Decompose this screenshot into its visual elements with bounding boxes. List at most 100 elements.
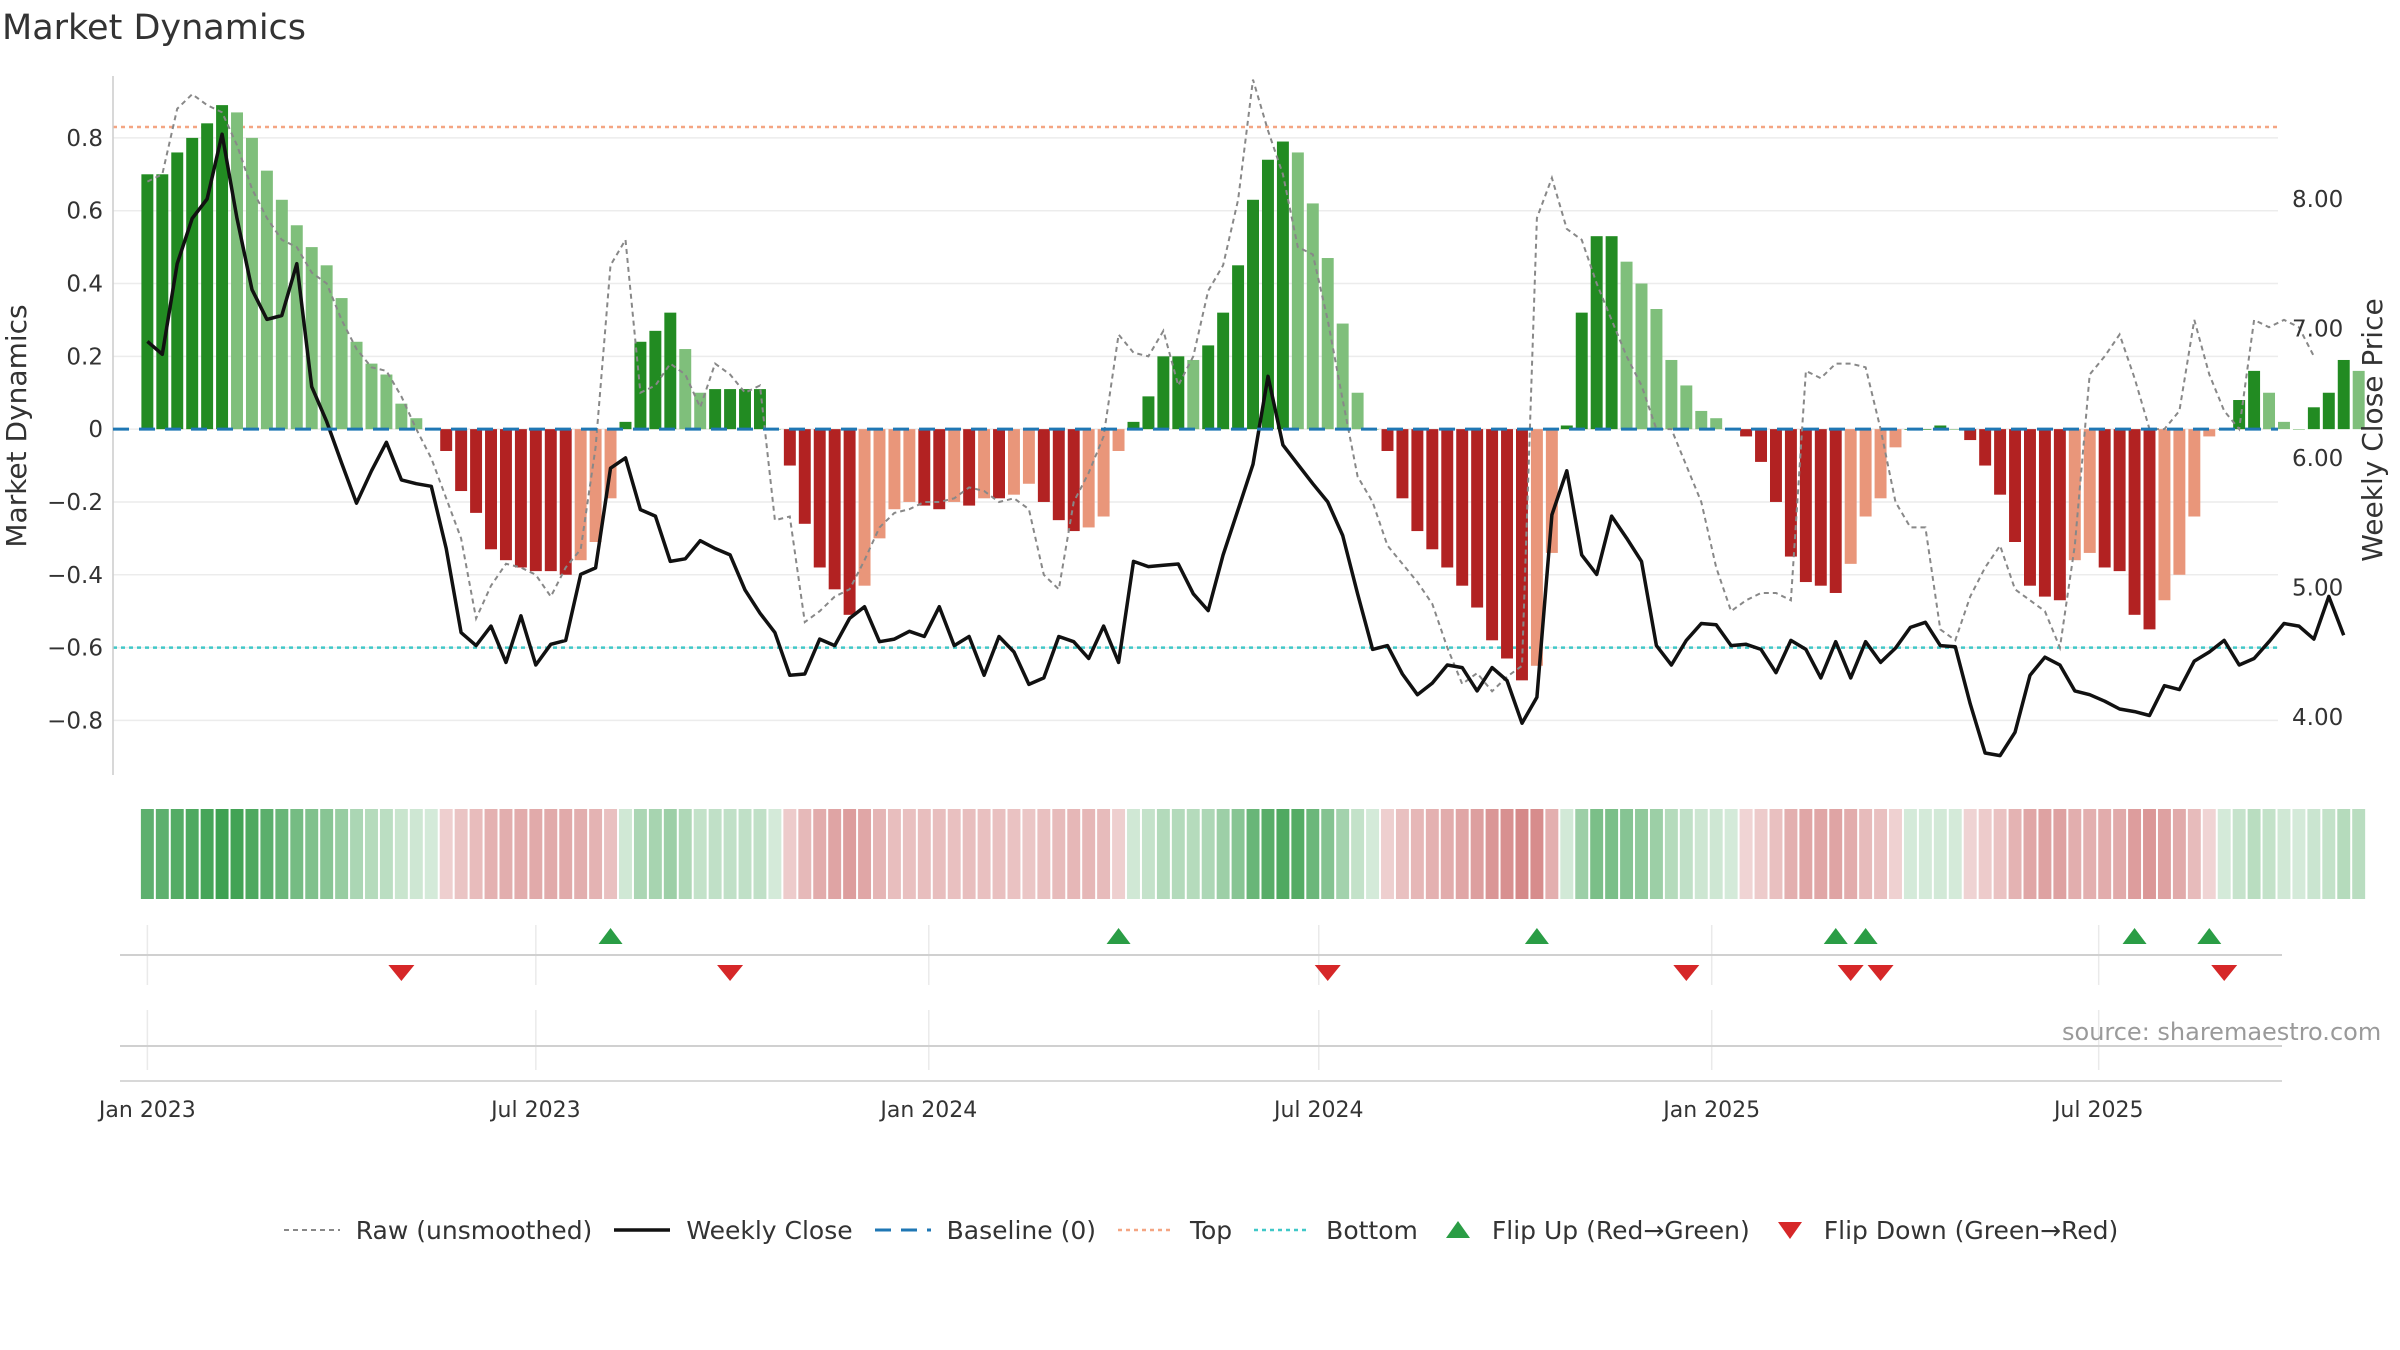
dynamics-bar: [1486, 429, 1499, 641]
heat-cell: [1112, 809, 1126, 899]
dynamics-bar: [380, 374, 393, 430]
dynamics-bar: [1052, 429, 1065, 521]
heat-cell: [2068, 809, 2082, 899]
dynamics-bar: [2053, 429, 2066, 601]
y2-tick-label: 6.00: [2292, 446, 2343, 472]
heat-cell: [2232, 809, 2246, 899]
legend: Raw (unsmoothed) Weekly Close Baseline (…: [0, 1200, 2400, 1260]
heat-cell: [350, 809, 364, 899]
legend-bottom: Bottom: [1252, 1216, 1418, 1245]
dynamics-bar: [529, 429, 542, 572]
heat-cell: [379, 809, 393, 899]
heat-cell: [1679, 809, 1693, 899]
heat-cell: [1052, 809, 1066, 899]
heat-cell: [290, 809, 304, 899]
dynamics-bar: [514, 429, 527, 568]
heat-cell: [559, 809, 573, 899]
legend-top-label: Top: [1189, 1215, 1233, 1245]
heat-cell: [1470, 809, 1484, 899]
dynamics-bar: [2248, 370, 2261, 430]
dynamics-bar: [544, 429, 557, 572]
heat-cell: [753, 809, 767, 899]
dynamics-bar: [993, 429, 1005, 499]
dynamics-bar: [1889, 429, 1902, 448]
dynamics-bar: [963, 429, 976, 506]
raw-line: [146, 79, 2315, 693]
heat-cell: [2187, 809, 2201, 899]
heat-cell: [2217, 809, 2231, 899]
dynamics-bar: [1755, 429, 1768, 462]
heat-cell: [1859, 809, 1873, 899]
heat-cell: [977, 809, 991, 899]
dynamics-bar: [2009, 429, 2022, 542]
dynamics-bar: [2352, 370, 2365, 430]
legend-top: Top: [1116, 1216, 1232, 1245]
heat-cell: [902, 809, 916, 899]
reference-lines: [113, 125, 2278, 649]
dynamics-bar: [1799, 429, 1812, 583]
dynamics-bar: [1814, 429, 1827, 586]
y2-axis-label: Weekly Close Price: [2356, 298, 2389, 561]
y-tick-label: −0.2: [47, 490, 103, 516]
dynamics-bars: [141, 105, 2365, 681]
flip-down-marker: [1314, 965, 1341, 981]
heat-cell: [514, 809, 528, 899]
dynamics-bar: [649, 330, 662, 430]
y-tick-label: 0.2: [66, 344, 103, 370]
dynamics-bar: [305, 247, 318, 430]
dynamics-bar: [1874, 429, 1887, 499]
heat-cell: [1306, 809, 1320, 899]
dynamics-bar: [1172, 356, 1185, 430]
heat-cell: [1216, 809, 1230, 899]
dynamics-bar: [2203, 429, 2216, 437]
flip-down-marker: [2211, 965, 2238, 981]
heat-cell: [1635, 809, 1648, 899]
heat-cell: [1694, 809, 1708, 899]
legend-close-swatch: [614, 1228, 671, 1232]
dynamics-bar: [1456, 429, 1469, 586]
heat-cell: [2113, 809, 2127, 899]
y-tick-label: 0.6: [66, 199, 103, 225]
dynamics-bar: [1979, 429, 1992, 466]
heat-cell: [1351, 809, 1365, 899]
heat-cell: [1440, 809, 1454, 899]
y-tick-label: −0.6: [47, 636, 103, 662]
dynamics-bar: [664, 312, 677, 430]
y2-tick-label: 7.00: [2292, 316, 2343, 342]
heat-cell: [1590, 809, 1604, 899]
heat-cell: [320, 809, 334, 899]
source-credit: source: sharemaestro.com: [2062, 1018, 2382, 1046]
heat-cell: [708, 809, 722, 899]
dynamics-bar: [1590, 236, 1603, 430]
heat-cell: [1171, 809, 1185, 899]
heat-cell: [1395, 809, 1409, 899]
dynamics-bar: [679, 349, 692, 430]
heat-cell: [140, 809, 154, 899]
dynamics-bar: [2158, 429, 2171, 601]
heat-cell: [1515, 809, 1529, 899]
dynamics-bar: [1635, 283, 1648, 430]
legend-raw: Raw (unsmoothed): [282, 1216, 592, 1245]
chart-title: Market Dynamics: [2, 8, 307, 48]
heat-cell: [1545, 809, 1559, 899]
dynamics-bar: [604, 429, 617, 499]
heat-cell: [738, 809, 752, 899]
dynamics-bar: [320, 265, 333, 430]
dynamics-bar: [559, 429, 572, 575]
heat-strip: [140, 809, 2366, 899]
dynamics-bar: [1067, 429, 1080, 532]
heat-cell: [1201, 809, 1215, 899]
dynamics-bar: [798, 429, 811, 524]
dynamics-bar: [455, 429, 468, 492]
legend-bottom-swatch: [1254, 1228, 1311, 1232]
flip-up-marker: [1823, 928, 1848, 944]
dynamics-bar: [1426, 429, 1439, 550]
flip-up-marker: [598, 928, 623, 944]
dynamics-bar: [156, 174, 169, 430]
heat-cell: [469, 809, 483, 899]
heat-cell: [1933, 809, 1947, 899]
heat-cell: [1709, 809, 1723, 899]
heat-cell: [2352, 809, 2366, 899]
dynamics-bar: [1680, 385, 1693, 430]
heat-cell: [1724, 809, 1738, 899]
